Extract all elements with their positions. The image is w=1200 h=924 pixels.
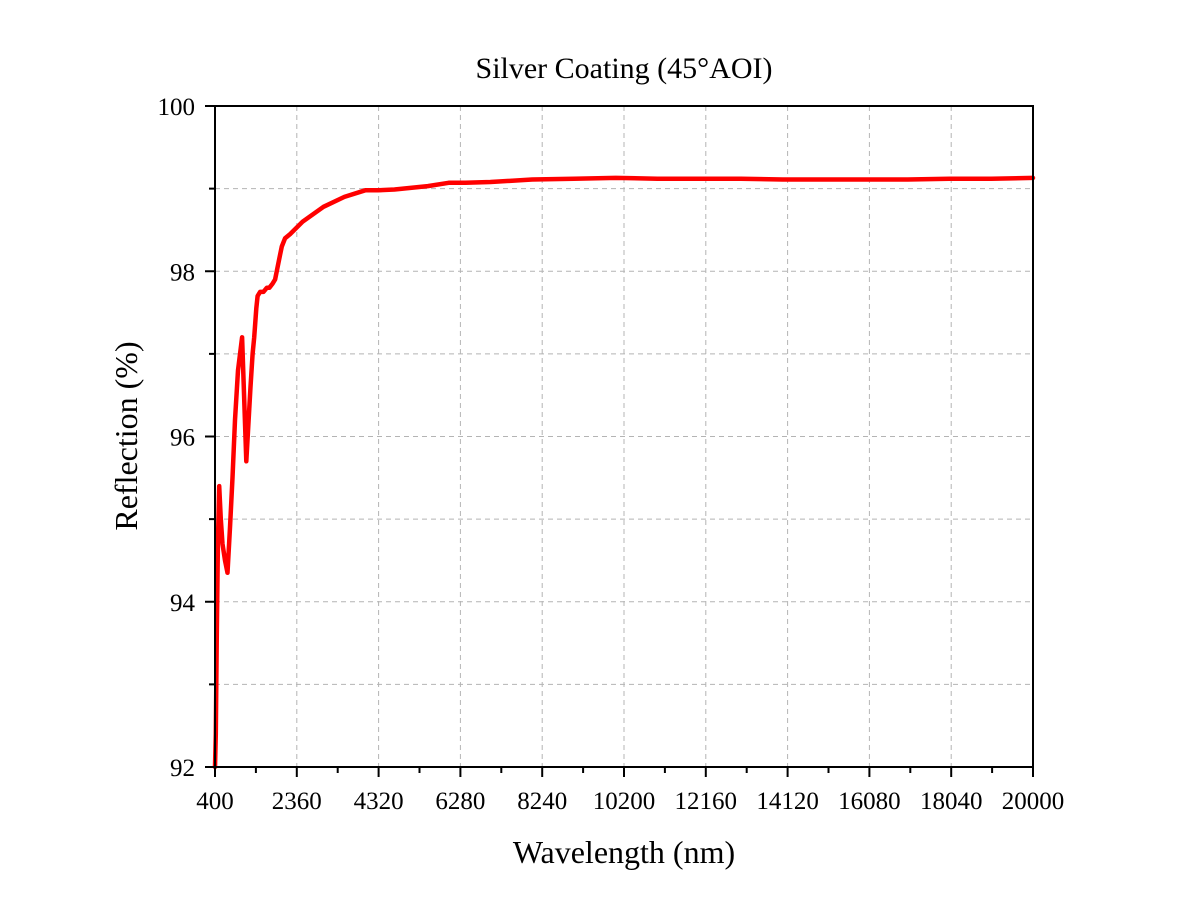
grid-layer: [215, 106, 1033, 767]
x-tick-label: 18040: [920, 788, 983, 815]
x-axis-title: Wavelength (nm): [513, 834, 735, 870]
x-tick-label: 12160: [675, 788, 738, 815]
chart-title: Silver Coating (45°AOI): [476, 52, 773, 85]
series-layer: [212, 175, 1036, 770]
x-tick-label: 400: [196, 788, 234, 815]
reflection-series-line: [212, 175, 1036, 770]
x-tick-label: 6280: [435, 788, 485, 815]
y-tick-label: 94: [170, 590, 196, 617]
x-tick-label: 10200: [593, 788, 656, 815]
y-tick-label: 98: [170, 259, 195, 286]
y-tick-label: 96: [170, 425, 195, 452]
y-tick-label: 100: [158, 94, 196, 121]
x-tick-label: 16080: [838, 788, 901, 815]
x-tick-label: 8240: [517, 788, 567, 815]
x-tick-label: 2360: [272, 788, 322, 815]
y-tick-label: 92: [170, 755, 195, 782]
x-tick-label: 20000: [1002, 788, 1065, 815]
x-tick-label: 14120: [756, 788, 819, 815]
tick-layer: 400 2360 4320 6280 8240 10200 12160 14120 16080 1…: [158, 94, 1065, 815]
x-tick-label: 4320: [354, 788, 404, 815]
y-axis-title: Reflection (%): [108, 341, 144, 530]
